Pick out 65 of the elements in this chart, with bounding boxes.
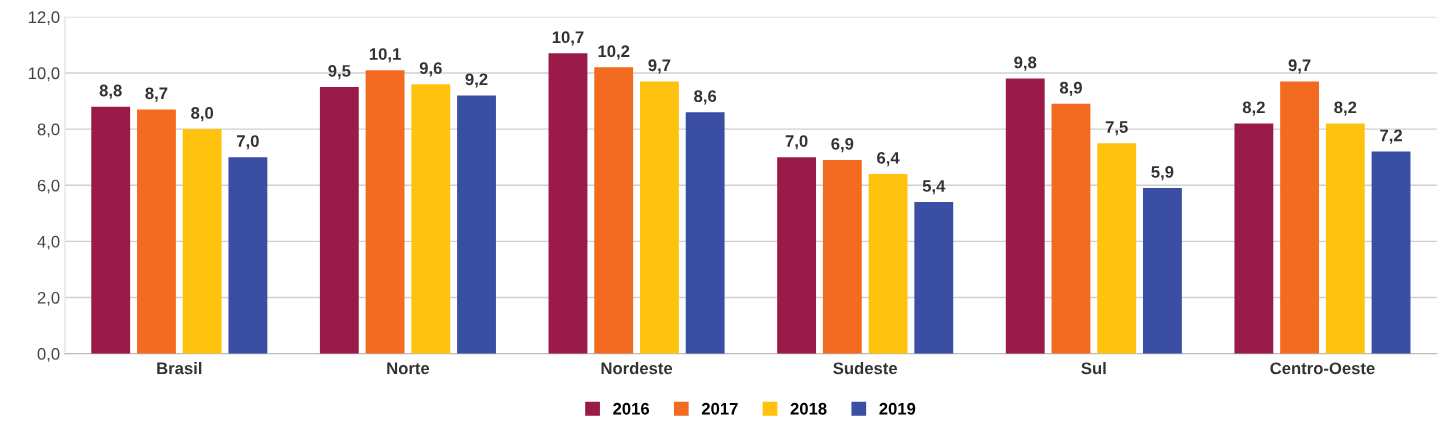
- data-label: 8,0: [191, 107, 214, 122]
- data-label: 9,5: [328, 64, 351, 80]
- data-label: 10,1: [369, 48, 401, 63]
- x-tick-label: Nordeste: [601, 361, 673, 375]
- bar: [1097, 143, 1137, 354]
- data-label: 8,6: [694, 90, 717, 105]
- y-tick-label: 2,0: [37, 291, 60, 306]
- bar: [1234, 123, 1274, 354]
- data-label: 7,0: [785, 135, 808, 150]
- legend-label: 2016: [613, 402, 650, 415]
- x-tick-label: Norte: [387, 362, 430, 375]
- bar: [182, 129, 222, 354]
- data-label: 10,2: [598, 45, 630, 60]
- data-label: 8,9: [1059, 81, 1082, 97]
- data-label: 9,6: [419, 62, 442, 77]
- bar: [457, 95, 496, 354]
- data-label: 7,2: [1380, 129, 1402, 144]
- x-tick-label: Sul: [1081, 361, 1106, 375]
- y-tick-label: 10,0: [28, 67, 60, 82]
- bar: [411, 84, 451, 354]
- bar: [822, 159, 862, 354]
- bar: [1325, 123, 1365, 354]
- data-label: 9,7: [648, 59, 671, 74]
- bar: [914, 202, 954, 354]
- data-label: 8,2: [1242, 101, 1265, 116]
- data-label: 8,2: [1334, 101, 1357, 116]
- x-tick-label: Brasil: [157, 361, 202, 375]
- data-label: 9,8: [1014, 56, 1037, 71]
- x-tick-label: Sudeste: [833, 361, 898, 375]
- data-label: 6,9: [831, 137, 854, 153]
- y-tick-label: 8,0: [37, 123, 60, 138]
- bar: [1142, 188, 1182, 354]
- data-label: 8,8: [99, 84, 122, 99]
- bar: [868, 174, 908, 354]
- legend-label: 2018: [790, 402, 827, 415]
- data-label: 5,9: [1151, 166, 1174, 181]
- bar: [639, 81, 679, 354]
- bar: [91, 106, 131, 354]
- data-label: 6,4: [877, 151, 900, 167]
- bar: [1280, 81, 1320, 354]
- bar: [319, 87, 359, 354]
- data-label: 10,7: [552, 31, 584, 46]
- bar: [685, 112, 725, 354]
- bar: [365, 70, 405, 354]
- bar: [228, 157, 268, 354]
- legend-label: 2017: [701, 402, 738, 415]
- bar: [1005, 78, 1045, 354]
- legend-label: 2019: [879, 402, 916, 415]
- data-label: 9,7: [1288, 59, 1311, 74]
- y-tick-label: 6,0: [37, 179, 60, 194]
- data-label: 8,7: [145, 87, 168, 102]
- bar: [777, 157, 817, 354]
- bar: [1371, 151, 1411, 354]
- bar: [1051, 103, 1091, 354]
- data-label: 9,2: [465, 73, 488, 88]
- bar: [548, 53, 588, 354]
- data-label: 7,5: [1105, 121, 1128, 136]
- data-label: 7,0: [237, 135, 259, 150]
- y-tick-label: 0,0: [37, 348, 60, 362]
- bar: [137, 109, 176, 354]
- bar: [594, 67, 634, 354]
- y-tick-label: 4,0: [37, 235, 60, 250]
- x-tick-label: Centro-Oeste: [1270, 362, 1375, 375]
- data-label: 5,4: [922, 180, 946, 195]
- y-tick-label: 12,0: [28, 11, 60, 26]
